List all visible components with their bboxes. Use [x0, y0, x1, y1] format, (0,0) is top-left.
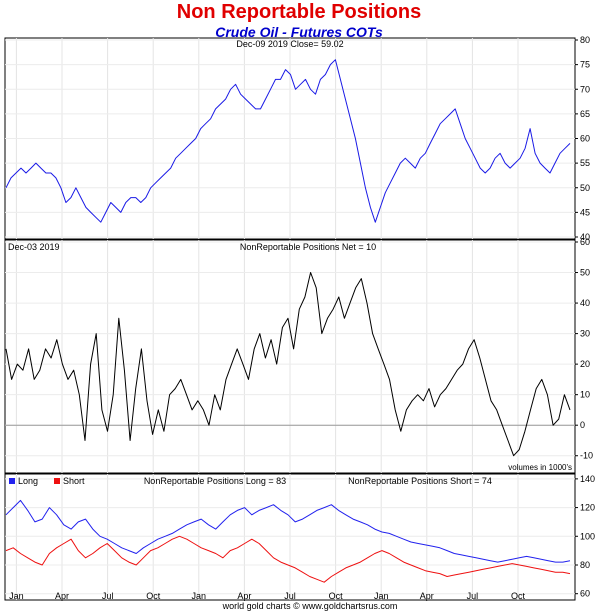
y-tick-label: 140 [580, 474, 595, 484]
month-tick-label: Oct [329, 591, 344, 601]
month-tick-label: Oct [146, 591, 161, 601]
y-tick-label: 45 [580, 207, 590, 217]
long-positions-label: NonReportable Positions Long = 83 [144, 476, 286, 486]
y-tick-label: 75 [580, 60, 590, 70]
month-tick-label: Oct [511, 591, 526, 601]
legend-long-swatch [9, 478, 15, 484]
net-panel-date: Dec-03 2019 [8, 242, 60, 252]
month-tick-label: Jan [192, 591, 207, 601]
y-tick-label: 0 [580, 420, 585, 430]
legend-long-label: Long [18, 476, 38, 486]
y-tick-label: 60 [580, 237, 590, 247]
price-panel-label: Dec-09 2019 Close= 59.02 [236, 39, 343, 49]
y-tick-label: 120 [580, 503, 595, 513]
y-tick-label: 10 [580, 390, 590, 400]
footer-credit: world gold charts © www.goldchartsrus.co… [222, 601, 398, 611]
month-tick-label: Jul [102, 591, 114, 601]
y-tick-label: 100 [580, 531, 595, 541]
volume-units-note: volumes in 1000's [508, 463, 572, 472]
series-layer [5, 59, 571, 583]
grid-layer [5, 38, 575, 600]
legend-short-swatch [54, 478, 60, 484]
y-tick-label: 70 [580, 84, 590, 94]
month-tick-label: Jul [467, 591, 479, 601]
net-panel-label: NonReportable Positions Net = 10 [240, 242, 376, 252]
y-tick-label: 50 [580, 183, 590, 193]
short-position-line [5, 535, 571, 583]
y-tick-label: 65 [580, 109, 590, 119]
month-tick-label: Jan [374, 591, 389, 601]
y-tick-label: 50 [580, 268, 590, 278]
chart-subtitle: Crude Oil - Futures COTs [215, 24, 383, 40]
y-tick-label: 60 [580, 134, 590, 144]
short-positions-label: NonReportable Positions Short = 74 [348, 476, 492, 486]
y-tick-label: 60 [580, 589, 590, 599]
chart-title: Non Reportable Positions [176, 1, 422, 23]
legend-short-label: Short [63, 476, 85, 486]
y-tick-label: 55 [580, 158, 590, 168]
month-tick-label: Apr [420, 591, 434, 601]
y-tick-label: -10 [580, 451, 593, 461]
month-tick-label: Jul [284, 591, 296, 601]
axis-layer: Jan Apr Jul Oct Jan Apr Jul Oct Jan Apr Jul Oct 40 45… [9, 35, 595, 601]
y-tick-label: 80 [580, 35, 590, 45]
long-position-line [5, 499, 571, 563]
price-line [5, 59, 571, 223]
month-tick-label: Apr [237, 591, 251, 601]
net-position-line [5, 272, 571, 457]
y-tick-label: 80 [580, 560, 590, 570]
month-tick-label: Apr [55, 591, 69, 601]
y-tick-label: 40 [580, 298, 590, 308]
y-tick-label: 40 [580, 232, 590, 242]
month-tick-label: Jan [9, 591, 24, 601]
y-tick-label: 20 [580, 359, 590, 369]
y-tick-label: 30 [580, 329, 590, 339]
